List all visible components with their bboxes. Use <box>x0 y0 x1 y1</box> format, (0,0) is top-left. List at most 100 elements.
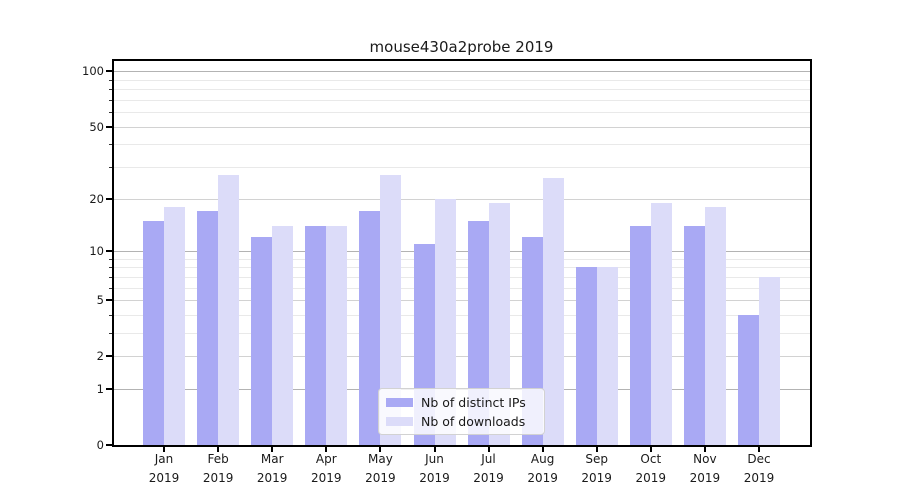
bar-downloads-jan <box>164 206 185 445</box>
bar-downloads-sep <box>596 267 618 445</box>
x-tick-label-dec: Dec 2019 <box>743 452 775 485</box>
x-tick-label-jan: Jan 2019 <box>148 452 180 485</box>
y-tick-label-2: 2 <box>96 349 104 364</box>
gridline-20 <box>113 198 810 200</box>
bar-downloads-feb <box>218 175 240 445</box>
y-minor-tick-3 <box>109 332 112 334</box>
x-tick-label-aug: Aug 2019 <box>527 452 558 485</box>
x-tick-label-may: May 2019 <box>365 452 396 485</box>
y-minor-tick-4 <box>109 314 112 316</box>
x-tick-aug <box>541 447 544 452</box>
minor-gridline <box>113 99 810 101</box>
x-tick-sep <box>595 447 598 452</box>
legend: Nb of distinct IPs Nb of downloads <box>378 388 545 435</box>
bar-ips-dec <box>738 314 759 445</box>
legend-entry-distinct-ips: Nb of distinct IPs <box>386 395 544 410</box>
minor-gridline <box>113 79 810 81</box>
x-tick-label-feb: Feb 2019 <box>202 452 234 485</box>
x-tick-feb <box>217 447 220 452</box>
chart-title: mouse430a2probe 2019 <box>369 38 554 56</box>
x-tick-may <box>379 447 382 452</box>
y-minor-tick-30 <box>109 167 112 168</box>
x-tick-jun <box>433 447 436 452</box>
minor-gridline <box>113 167 810 168</box>
y-tick-1 <box>106 387 112 390</box>
minor-gridline <box>113 89 810 91</box>
y-tick-20 <box>106 197 112 200</box>
legend-swatch-distinct-ips-icon <box>386 397 413 407</box>
minor-gridline <box>113 258 810 260</box>
legend-label-distinct-ips: Nb of distinct IPs <box>421 394 526 410</box>
x-tick-label-nov: Nov 2019 <box>689 452 721 485</box>
bar-downloads-aug <box>542 178 564 445</box>
bar-ips-may <box>359 211 381 445</box>
y-tick-label-10: 10 <box>89 243 104 258</box>
y-tick-10 <box>106 249 112 252</box>
minor-gridline <box>113 276 810 278</box>
x-tick-label-sep: Sep 2019 <box>581 452 612 485</box>
x-tick-apr <box>325 447 328 452</box>
y-tick-5 <box>106 299 112 301</box>
y-tick-label-50: 50 <box>89 119 104 134</box>
x-tick-label-oct: Oct 2019 <box>635 452 667 485</box>
x-tick-label-apr: Apr 2019 <box>311 452 342 485</box>
bar-ips-nov <box>683 225 705 445</box>
bar-ips-jan <box>143 220 164 445</box>
gridline-50 <box>113 126 810 128</box>
bar-downloads-may <box>380 175 402 445</box>
y-minor-tick-8 <box>109 267 112 269</box>
y-minor-tick-60 <box>109 112 112 114</box>
gridline-100 <box>113 71 810 73</box>
y-minor-tick-70 <box>109 99 112 101</box>
y-tick-label-0: 0 <box>96 438 104 452</box>
bar-ips-mar <box>251 237 273 445</box>
y-tick-2 <box>106 355 112 358</box>
bar-ips-sep <box>575 267 597 445</box>
y-minor-tick-90 <box>109 79 112 81</box>
y-tick-label-20: 20 <box>89 191 104 206</box>
legend-swatch-downloads-icon <box>386 416 413 426</box>
bar-downloads-jul <box>488 202 510 445</box>
x-tick-jul <box>487 447 490 452</box>
bar-ips-feb <box>197 211 219 445</box>
x-tick-mar <box>271 447 274 452</box>
gridline-2 <box>113 356 810 358</box>
y-minor-tick-9 <box>109 258 112 260</box>
y-minor-tick-6 <box>109 287 112 289</box>
bar-downloads-jun <box>434 198 456 445</box>
x-tick-oct <box>649 447 652 452</box>
y-tick-50 <box>106 125 112 128</box>
minor-gridline <box>113 144 810 146</box>
minor-gridline <box>113 332 810 334</box>
y-minor-tick-7 <box>109 276 112 278</box>
bar-downloads-oct <box>650 202 672 445</box>
y-tick-100 <box>106 70 112 73</box>
minor-gridline <box>113 112 810 114</box>
x-tick-jan <box>163 447 165 452</box>
bar-ips-apr <box>305 225 327 445</box>
bar-downloads-mar <box>272 225 294 445</box>
x-tick-label-jul: Jul 2019 <box>473 452 504 485</box>
legend-label-downloads: Nb of downloads <box>421 413 526 429</box>
gridline-5 <box>113 300 810 301</box>
bar-downloads-apr <box>326 225 348 445</box>
x-tick-nov <box>703 447 706 452</box>
x-tick-dec <box>758 447 760 452</box>
y-minor-tick-40 <box>109 144 112 146</box>
bar-ips-oct <box>629 225 651 445</box>
gridline-10 <box>113 250 810 252</box>
y-minor-tick-80 <box>109 89 112 91</box>
minor-gridline <box>113 287 810 289</box>
x-tick-label-mar: Mar 2019 <box>256 452 288 485</box>
bar-downloads-dec <box>759 276 780 445</box>
y-tick-label-1: 1 <box>96 381 104 396</box>
y-tick-label-100: 100 <box>82 64 104 79</box>
x-tick-label-jun: Jun 2019 <box>419 452 450 485</box>
y-tick-0 <box>106 444 112 446</box>
minor-gridline <box>113 314 810 316</box>
bar-downloads-nov <box>704 206 726 445</box>
y-tick-label-5: 5 <box>96 293 104 307</box>
minor-gridline <box>113 267 810 269</box>
legend-entry-downloads: Nb of downloads <box>386 414 544 429</box>
